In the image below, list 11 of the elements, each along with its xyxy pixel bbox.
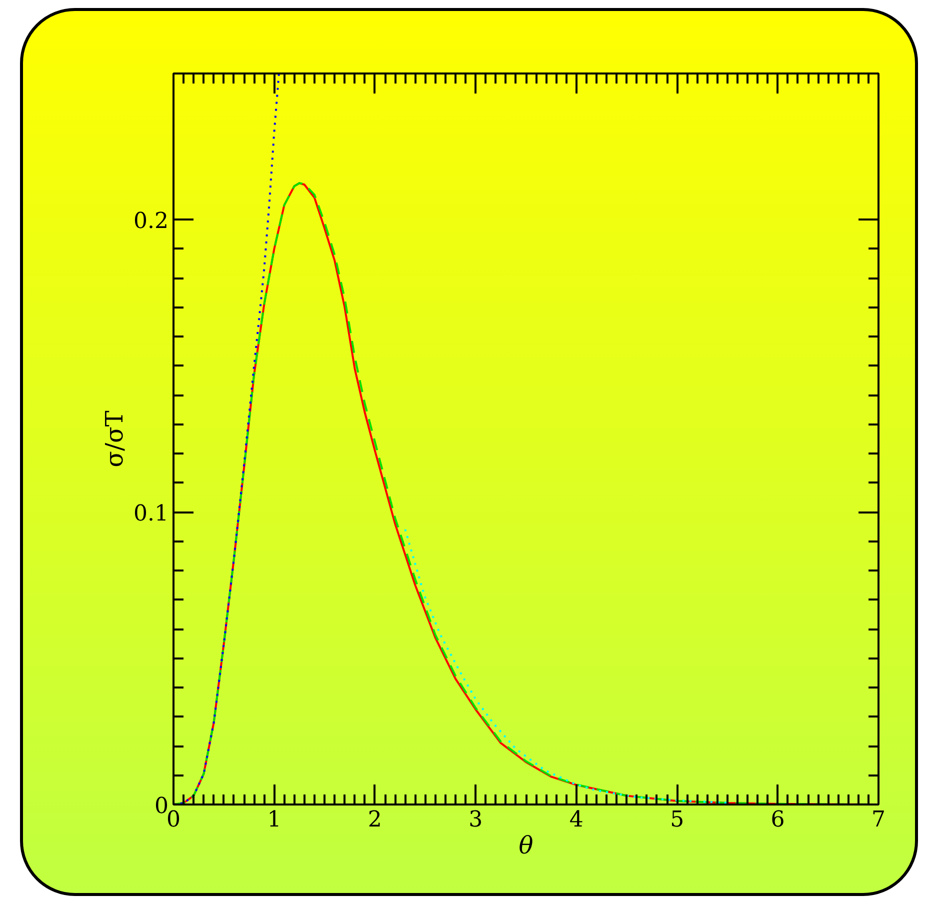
x-tick-label: 3 — [468, 808, 483, 832]
x-axis-title: θ — [518, 832, 534, 860]
x-tick-label: 7 — [872, 808, 886, 832]
x-tick-label: 5 — [670, 808, 684, 832]
x-tick-label: 4 — [569, 808, 584, 832]
x-tick-label: 1 — [267, 808, 282, 832]
y-tick-label: 0.2 — [134, 209, 169, 234]
x-tick-label: 2 — [368, 808, 382, 832]
x-tick-label: 6 — [770, 808, 785, 832]
y-axis-title: σ/σT — [100, 410, 129, 468]
y-tick-label: 0.1 — [134, 502, 169, 527]
